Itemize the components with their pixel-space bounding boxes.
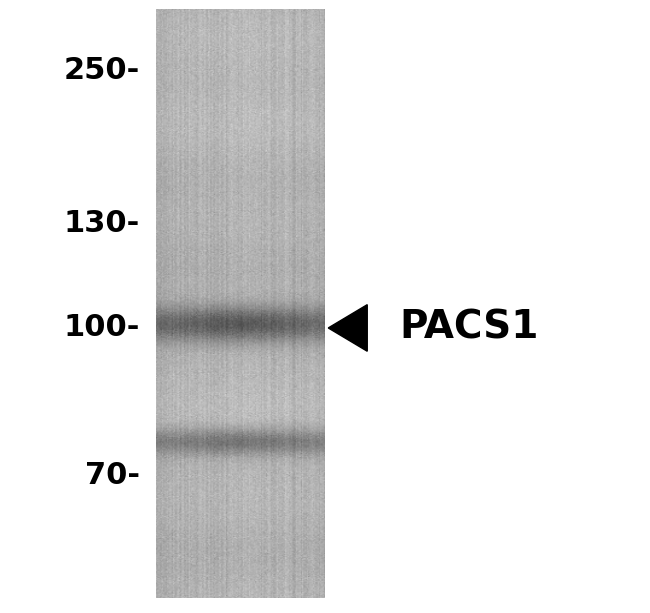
Text: 100-: 100- [64,313,140,343]
Text: 70-: 70- [84,460,140,490]
Text: PACS1: PACS1 [400,309,539,347]
Polygon shape [328,305,367,351]
Text: 130-: 130- [64,209,140,238]
Text: 250-: 250- [64,56,140,85]
